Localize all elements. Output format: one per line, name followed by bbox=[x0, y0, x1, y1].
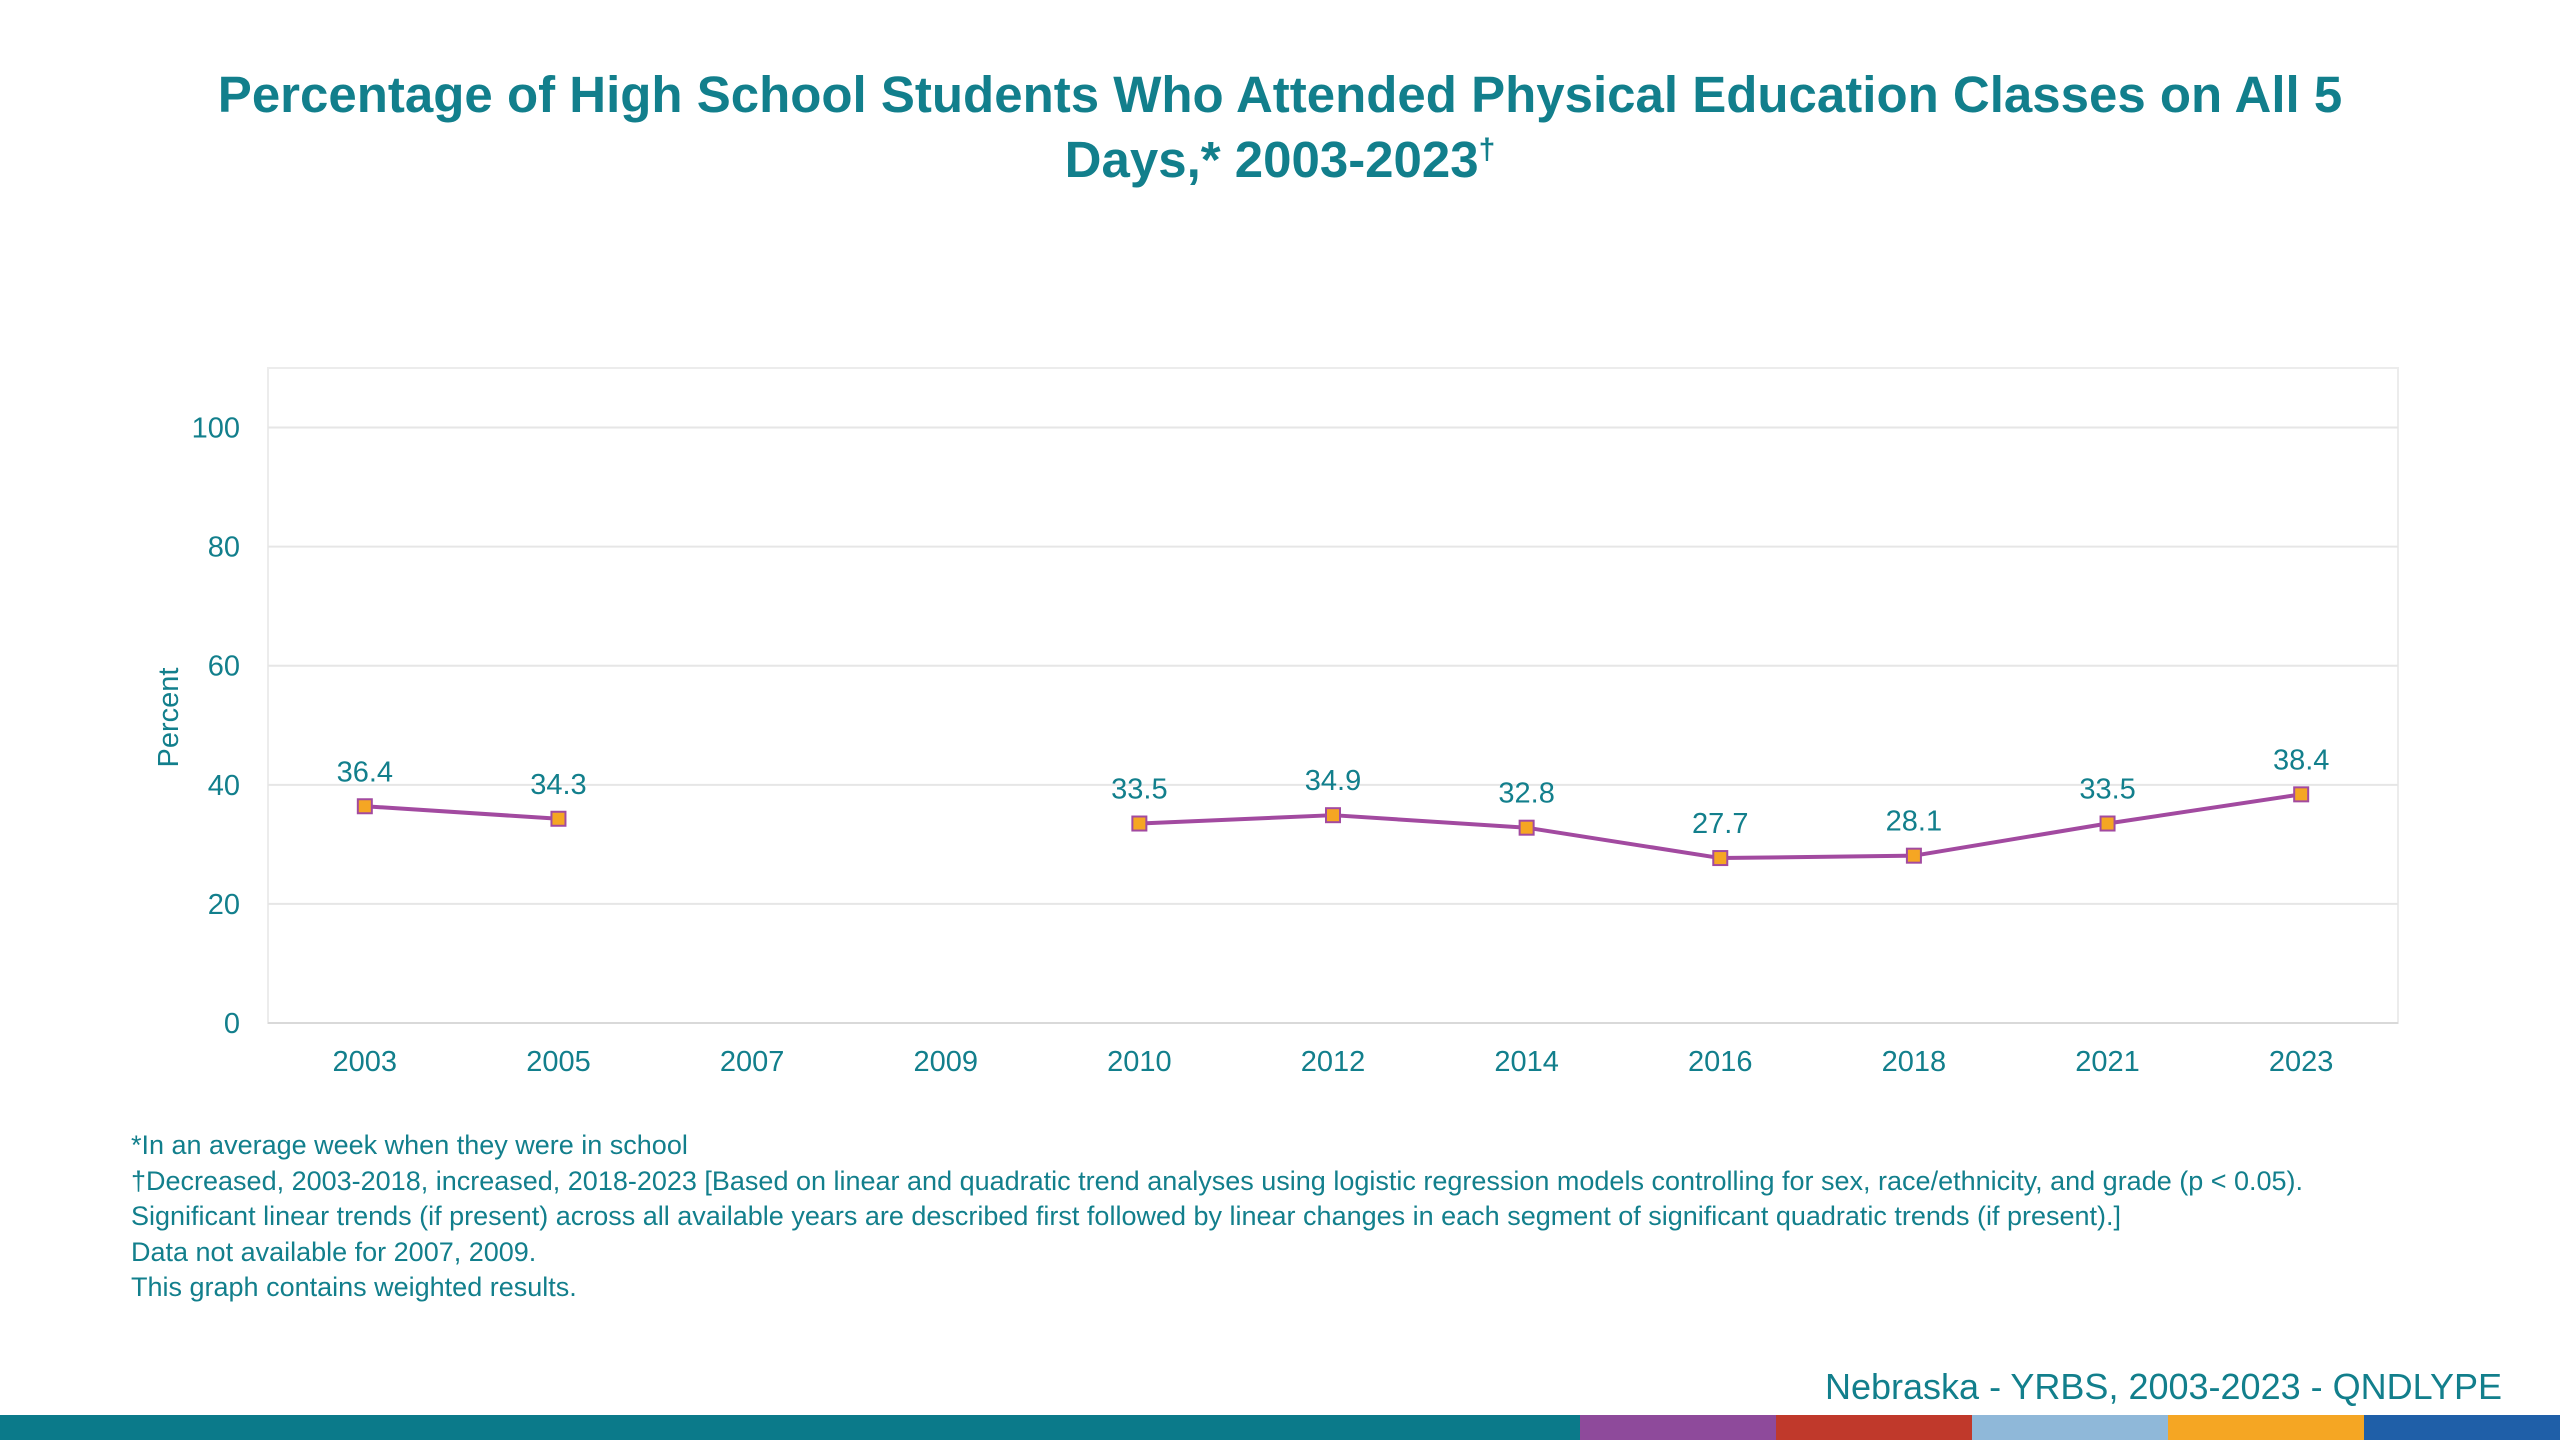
series-line-segment bbox=[1720, 853, 1914, 861]
bottom-bar-segment bbox=[1776, 1415, 1972, 1440]
x-tick-label: 2012 bbox=[1301, 1046, 1366, 1078]
footnote-missing-data: Data not available for 2007, 2009. bbox=[131, 1236, 537, 1267]
y-tick-label: 20 bbox=[208, 889, 240, 921]
bottom-bar-segment bbox=[0, 1415, 1580, 1440]
footnote-dagger: †Decreased, 2003-2018, increased, 2018-2… bbox=[131, 1165, 2304, 1232]
bottom-bar-segment bbox=[2364, 1415, 2560, 1440]
bottom-bar-segment bbox=[2168, 1415, 2364, 1440]
x-tick-label: 2010 bbox=[1107, 1046, 1172, 1078]
bottom-color-bar bbox=[0, 1415, 2560, 1440]
data-point bbox=[2099, 815, 2116, 832]
data-point bbox=[1325, 807, 1341, 824]
chart-title: Percentage of High School Students Who A… bbox=[217, 66, 2343, 188]
x-tick-label: 2016 bbox=[1688, 1046, 1753, 1078]
data-point bbox=[550, 810, 567, 827]
x-tick-label: 2005 bbox=[526, 1046, 591, 1078]
data-point bbox=[356, 798, 373, 815]
data-point bbox=[1905, 847, 1922, 864]
y-axis-label: Percent bbox=[153, 668, 185, 768]
line-chart: 0 20 40 60 80 100 Percent 2003 2005 2007 2009 2010 2… bbox=[153, 367, 2399, 1078]
y-tick-label: 80 bbox=[208, 532, 240, 564]
x-tick-label: 2003 bbox=[333, 1046, 398, 1078]
data-label: 34.3 bbox=[530, 769, 586, 801]
y-tick-label: 0 bbox=[224, 1008, 240, 1040]
bottom-bar-segment bbox=[1580, 1415, 1776, 1440]
data-label: 28.1 bbox=[1886, 806, 1942, 838]
title-dagger: † bbox=[1478, 133, 1496, 166]
data-label: 33.5 bbox=[1111, 774, 1167, 806]
series-line-segment bbox=[2107, 792, 2302, 826]
data-label: 32.8 bbox=[1498, 778, 1554, 810]
x-tick-label: 2023 bbox=[2269, 1046, 2334, 1078]
footnote-weighted: This graph contains weighted results. bbox=[131, 1272, 577, 1302]
data-label: 27.7 bbox=[1692, 808, 1748, 840]
x-tick-label: 2007 bbox=[720, 1046, 785, 1078]
footnote-asterisk: *In an average week when they were in sc… bbox=[131, 1130, 688, 1160]
data-label: 34.9 bbox=[1305, 765, 1361, 797]
x-tick-label: 2018 bbox=[1882, 1046, 1947, 1078]
series-line-segment bbox=[1332, 813, 1527, 830]
data-label: 36.4 bbox=[337, 756, 393, 788]
data-label: 38.4 bbox=[2273, 744, 2329, 776]
bottom-bar-segment bbox=[1972, 1415, 2168, 1440]
data-point bbox=[1518, 819, 1535, 836]
data-point bbox=[2293, 786, 2310, 803]
x-tick-label: 2021 bbox=[2075, 1046, 2140, 1078]
data-point bbox=[1131, 815, 1148, 832]
series-line-segment bbox=[1139, 813, 1334, 826]
series-line-segment bbox=[364, 804, 559, 821]
footnotes: *In an average week when they were in sc… bbox=[131, 1128, 2361, 1306]
x-tick-label: 2009 bbox=[913, 1046, 978, 1078]
y-tick-label: 60 bbox=[208, 651, 240, 683]
x-tick-label: 2014 bbox=[1494, 1046, 1559, 1078]
data-label: 33.5 bbox=[2079, 774, 2135, 806]
y-tick-label: 100 bbox=[192, 413, 240, 445]
data-point bbox=[1712, 850, 1729, 867]
series-line-segment bbox=[1913, 821, 2108, 858]
source-label: Nebraska - YRBS, 2003-2023 - QNDLYPE bbox=[1825, 1366, 2502, 1407]
series-line-segment bbox=[1526, 825, 1721, 861]
y-tick-label: 40 bbox=[208, 770, 240, 802]
plot-area bbox=[267, 367, 2399, 1024]
